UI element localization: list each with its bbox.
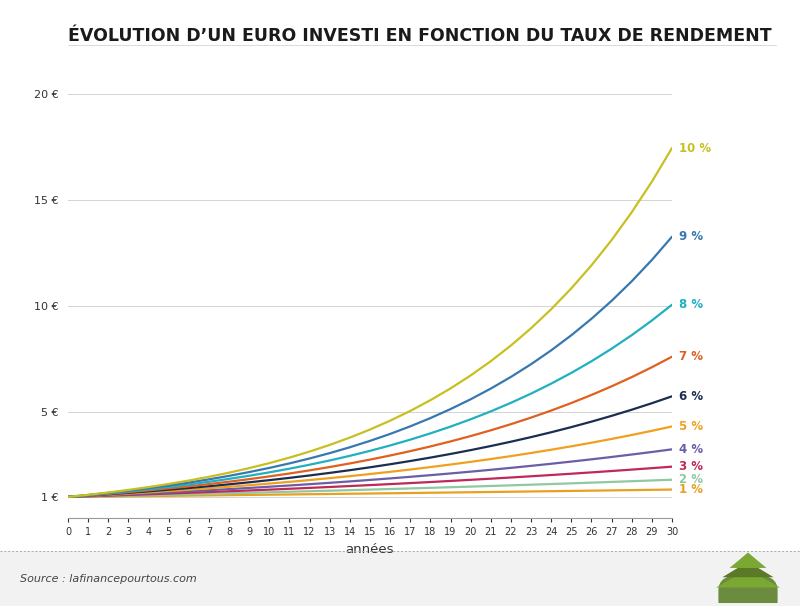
Text: 3 %: 3 % bbox=[679, 460, 703, 473]
Text: 1 %: 1 % bbox=[679, 483, 703, 496]
Text: 2 %: 2 % bbox=[679, 473, 703, 486]
Text: ÉVOLUTION D’UN EURO INVESTI EN FONCTION DU TAUX DE RENDEMENT: ÉVOLUTION D’UN EURO INVESTI EN FONCTION … bbox=[68, 27, 772, 45]
Text: 4 %: 4 % bbox=[679, 443, 703, 456]
Text: 6 %: 6 % bbox=[679, 390, 703, 403]
Polygon shape bbox=[716, 570, 780, 588]
FancyBboxPatch shape bbox=[718, 574, 778, 606]
X-axis label: années: années bbox=[346, 543, 394, 556]
Text: 5 %: 5 % bbox=[679, 420, 703, 433]
Polygon shape bbox=[730, 553, 766, 568]
Text: 8 %: 8 % bbox=[679, 298, 703, 311]
Text: Source : lafinancepourtous.com: Source : lafinancepourtous.com bbox=[20, 574, 197, 584]
Polygon shape bbox=[722, 562, 774, 577]
Text: 10 %: 10 % bbox=[679, 142, 711, 155]
Text: 7 %: 7 % bbox=[679, 350, 703, 363]
Text: 9 %: 9 % bbox=[679, 230, 703, 243]
